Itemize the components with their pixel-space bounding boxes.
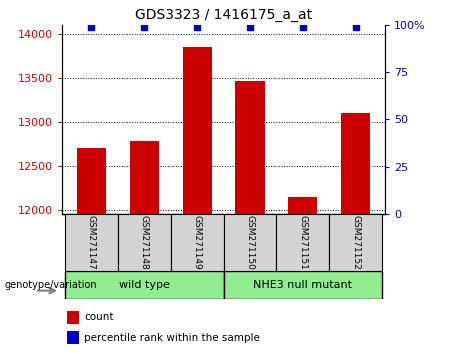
Point: [352, 24, 360, 29]
FancyBboxPatch shape: [224, 214, 277, 271]
FancyBboxPatch shape: [330, 214, 382, 271]
FancyBboxPatch shape: [118, 214, 171, 271]
Bar: [67, 311, 79, 324]
Point: [141, 24, 148, 29]
Text: wild type: wild type: [119, 280, 170, 290]
Text: GSM271149: GSM271149: [193, 215, 201, 270]
FancyBboxPatch shape: [224, 271, 382, 299]
Title: GDS3323 / 1416175_a_at: GDS3323 / 1416175_a_at: [135, 8, 312, 22]
Text: genotype/variation: genotype/variation: [5, 280, 97, 290]
Text: GSM271150: GSM271150: [246, 215, 254, 270]
Bar: [183, 47, 212, 214]
Bar: [341, 113, 370, 214]
Bar: [289, 196, 318, 214]
Point: [299, 24, 307, 29]
Text: percentile rank within the sample: percentile rank within the sample: [84, 332, 260, 343]
Point: [246, 24, 254, 29]
FancyBboxPatch shape: [65, 271, 224, 299]
FancyBboxPatch shape: [277, 214, 330, 271]
Bar: [77, 148, 106, 214]
Text: GSM271147: GSM271147: [87, 215, 96, 270]
Text: GSM271151: GSM271151: [298, 215, 307, 270]
Point: [194, 24, 201, 29]
Point: [88, 24, 95, 29]
Bar: [130, 142, 159, 214]
Text: NHE3 null mutant: NHE3 null mutant: [254, 280, 353, 290]
Bar: [236, 81, 265, 214]
Text: GSM271148: GSM271148: [140, 215, 149, 270]
FancyBboxPatch shape: [171, 214, 224, 271]
Text: GSM271152: GSM271152: [351, 215, 361, 270]
FancyBboxPatch shape: [65, 214, 118, 271]
Text: count: count: [84, 312, 113, 322]
Bar: [67, 331, 79, 344]
